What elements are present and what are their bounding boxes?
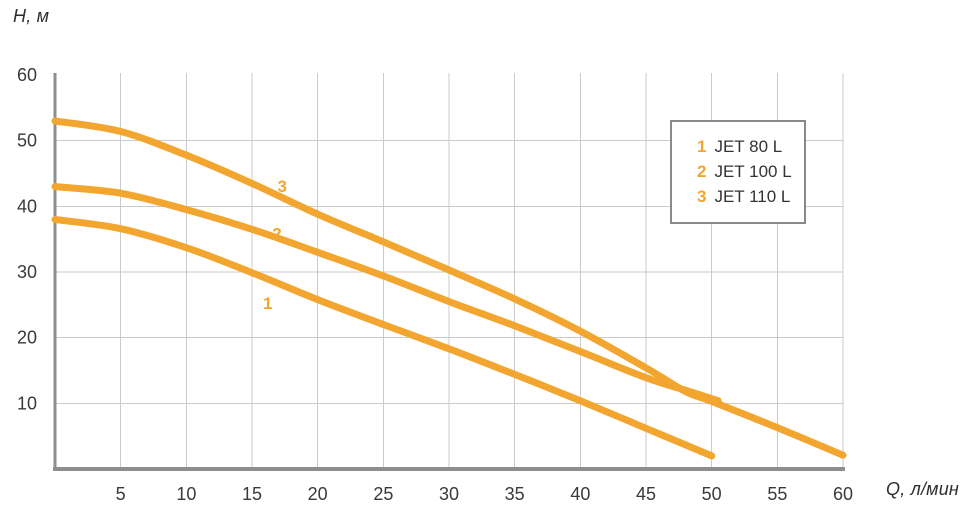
- x-tick-label: 50: [702, 484, 722, 504]
- x-tick-label: 15: [242, 484, 262, 504]
- y-axis-title: H, м: [13, 6, 50, 26]
- curve-jet-80-l: [51, 216, 716, 460]
- x-tick-label: 40: [570, 484, 590, 504]
- curve-number-label: 1: [263, 294, 272, 313]
- legend-item-label: JET 80 L: [714, 137, 783, 156]
- legend-box: 1 JET 80 L 2 JET 100 L 3 JET 110 L: [670, 120, 806, 224]
- legend-item: 3 JET 110 L: [697, 186, 804, 208]
- curve-number-label: 3: [277, 177, 286, 196]
- curve-number-label: 2: [272, 224, 281, 243]
- legend-item-number: 2: [697, 162, 707, 181]
- y-tick-label: 20: [17, 328, 37, 348]
- x-tick-label: 25: [373, 484, 393, 504]
- legend-item: 1 JET 80 L: [697, 136, 804, 158]
- x-axis-title: Q, л/мин: [886, 479, 960, 499]
- y-tick-label: 30: [17, 262, 37, 282]
- y-tick-label: 10: [17, 393, 37, 413]
- x-tick-label: 10: [176, 484, 196, 504]
- curve-jet-100-l: [51, 183, 722, 405]
- legend-item-number: 3: [697, 187, 707, 206]
- x-tick-label: 30: [439, 484, 459, 504]
- x-tick-label: 55: [767, 484, 787, 504]
- legend-item-number: 1: [697, 137, 707, 156]
- x-tick-label: 35: [505, 484, 525, 504]
- curve-jet-110-l: [51, 117, 847, 459]
- x-tick-label: 5: [116, 484, 126, 504]
- x-tick-label: 45: [636, 484, 656, 504]
- y-tick-label: 40: [17, 196, 37, 216]
- legend-item-label: JET 110 L: [714, 187, 791, 206]
- y-tick-label: 60: [17, 65, 37, 85]
- legend-item-label: JET 100 L: [714, 162, 792, 181]
- x-tick-label: 60: [833, 484, 853, 504]
- x-tick-label: 20: [308, 484, 328, 504]
- y-tick-label: 50: [17, 131, 37, 151]
- legend-item: 2 JET 100 L: [697, 161, 804, 183]
